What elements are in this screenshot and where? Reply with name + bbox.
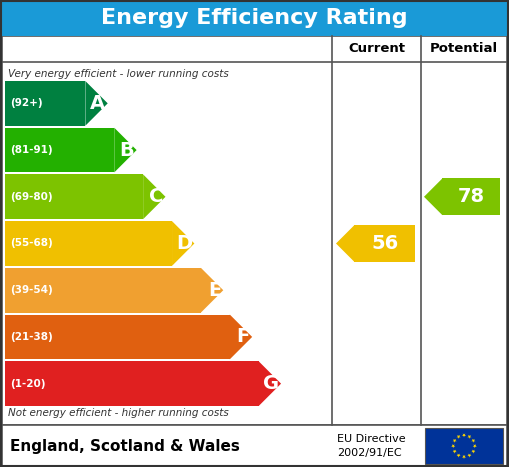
Text: A: A [91, 94, 105, 113]
Polygon shape [453, 450, 457, 453]
Text: (39-54): (39-54) [10, 285, 53, 295]
Polygon shape [457, 453, 461, 458]
Text: Current: Current [348, 42, 405, 56]
Text: B: B [120, 141, 134, 160]
Polygon shape [467, 435, 471, 439]
Text: (1-20): (1-20) [10, 379, 45, 389]
Text: England, Scotland & Wales: England, Scotland & Wales [10, 439, 240, 453]
Polygon shape [172, 221, 194, 266]
Text: Energy Efficiency Rating: Energy Efficiency Rating [101, 8, 408, 28]
Polygon shape [259, 361, 281, 406]
Text: Very energy efficient - lower running costs: Very energy efficient - lower running co… [8, 69, 229, 79]
Text: 56: 56 [371, 234, 398, 253]
Text: E: E [208, 281, 221, 300]
Polygon shape [457, 435, 461, 439]
Text: (92+): (92+) [10, 99, 43, 108]
Bar [5, 127, 114, 172]
Bar [5, 268, 201, 312]
Text: D: D [176, 234, 192, 253]
Text: G: G [263, 374, 279, 393]
Bar [5, 315, 230, 359]
Text: Potential: Potential [430, 42, 498, 56]
Text: C: C [149, 187, 163, 206]
Polygon shape [114, 127, 136, 172]
Polygon shape [424, 178, 442, 215]
Polygon shape [451, 444, 455, 448]
Polygon shape [473, 444, 477, 448]
Polygon shape [471, 450, 475, 453]
Text: (21-38): (21-38) [10, 332, 53, 342]
Polygon shape [453, 439, 457, 443]
Bar [0, 0, 509, 36]
Text: (55-68): (55-68) [10, 239, 53, 248]
Text: (69-80): (69-80) [10, 192, 52, 202]
Polygon shape [336, 225, 354, 262]
Text: Not energy efficient - higher running costs: Not energy efficient - higher running co… [8, 408, 229, 418]
Polygon shape [86, 81, 108, 126]
Text: EU Directive
2002/91/EC: EU Directive 2002/91/EC [337, 434, 406, 458]
Bar [425, 428, 503, 464]
Bar [2, 36, 507, 425]
Bar [354, 225, 415, 262]
Bar [5, 81, 86, 126]
Bar [5, 361, 259, 406]
Bar [2, 425, 507, 466]
Text: 78: 78 [458, 187, 485, 206]
Polygon shape [230, 315, 252, 359]
Polygon shape [471, 439, 475, 443]
Polygon shape [462, 433, 466, 438]
Bar [5, 175, 143, 219]
Bar [5, 221, 172, 266]
Bar [442, 178, 500, 215]
Text: F: F [237, 327, 250, 347]
Polygon shape [201, 268, 223, 312]
Polygon shape [462, 455, 466, 459]
Text: (81-91): (81-91) [10, 145, 52, 155]
Polygon shape [143, 175, 165, 219]
Polygon shape [467, 453, 471, 458]
